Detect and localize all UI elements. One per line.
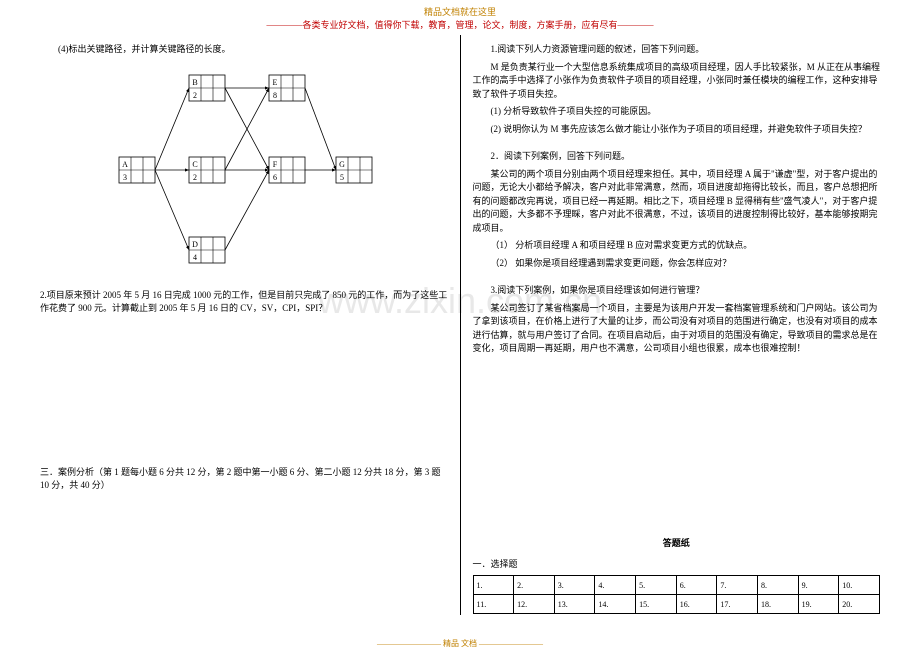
r-s1-q1: (1) 分析导致软件子项目失控的可能原因。: [473, 105, 881, 119]
answer-cell: 20.: [839, 595, 880, 614]
answer-title: 答题纸: [473, 536, 881, 549]
answer-cell: 12.: [514, 595, 555, 614]
page-header: 精品文档就在这里 ————各类专业好文档，值得你下载，教育，管理，论文，制度，方…: [0, 0, 920, 31]
svg-text:C: C: [192, 160, 197, 169]
svg-text:4: 4: [193, 253, 197, 262]
answer-cell: 13.: [554, 595, 595, 614]
answer-cell: 4.: [595, 576, 636, 595]
left-q4: (4)标出关键路径，并计算关键路径的长度。: [40, 43, 448, 57]
answer-cell: 15.: [636, 595, 677, 614]
right-column: 1.阅读下列人力资源管理问题的叙述，回答下列问题。 M 是负责某行业一个大型信息…: [461, 35, 893, 615]
answer-cell: 18.: [757, 595, 798, 614]
answer-cell: 10.: [839, 576, 880, 595]
left-q3: 三．案例分析（第 1 题每小题 6 分共 12 分，第 2 题中第一小题 6 分…: [40, 466, 448, 493]
r-s2-body: 某公司的两个项目分别由两个项目经理来担任。其中，项目经理 A 属于"谦虚"型，对…: [473, 168, 881, 236]
network-diagram: A 3 B 2 C 2 D 4 E 8 F 6 G 5: [114, 65, 374, 275]
svg-text:5: 5: [340, 173, 344, 182]
svg-text:6: 6: [273, 173, 277, 182]
r-s3-title: 3.阅读下列案例，如果你是项目经理该如何进行管理？: [473, 284, 881, 298]
answer-cell: 8.: [757, 576, 798, 595]
answer-cell: 16.: [676, 595, 717, 614]
answer-cell: 5.: [636, 576, 677, 595]
r-s3-body: 某公司签订了某省档案局一个项目，主要是为该用户开发一套档案管理系统和门户网站。该…: [473, 302, 881, 356]
svg-text:G: G: [339, 160, 345, 169]
answer-cell: 2.: [514, 576, 555, 595]
page-footer: ———————— 精品 文档 ————————: [0, 638, 920, 649]
r-s2-q1: （1） 分析项目经理 A 和项目经理 B 应对需求变更方式的优缺点。: [473, 239, 881, 253]
svg-text:F: F: [273, 160, 278, 169]
svg-text:A: A: [122, 160, 128, 169]
svg-text:D: D: [192, 240, 198, 249]
answer-section: 一．选择题: [473, 558, 881, 572]
answer-cell: 17.: [717, 595, 758, 614]
svg-text:8: 8: [273, 91, 277, 100]
svg-text:2: 2: [193, 173, 197, 182]
r-s2-title: 2．阅读下列案例，回答下列问题。: [473, 150, 881, 164]
content-columns: (4)标出关键路径，并计算关键路径的长度。 A 3 B 2 C 2 D 4 E 8 F 6 G 5 2.项…: [0, 31, 920, 615]
answer-cell: 1.: [473, 576, 514, 595]
left-q2: 2.项目原来预计 2005 年 5 月 16 日完成 1000 元的工作，但是目…: [40, 289, 448, 316]
r-s1-q2: (2) 说明你认为 M 事先应该怎么做才能让小张作为子项目的项目经理，并避免软件…: [473, 123, 881, 137]
svg-text:2: 2: [193, 91, 197, 100]
answer-cell: 3.: [554, 576, 595, 595]
answer-cell: 11.: [473, 595, 514, 614]
header-line2: ————各类专业好文档，值得你下载，教育，管理，论文，制度，方案手册，应有尽有—…: [0, 19, 920, 32]
r-s1-body: M 是负责某行业一个大型信息系统集成项目的高级项目经理，因人手比较紧张，M 从正…: [473, 61, 881, 102]
answer-cell: 19.: [798, 595, 839, 614]
answer-cell: 14.: [595, 595, 636, 614]
answer-cell: 7.: [717, 576, 758, 595]
svg-text:3: 3: [123, 173, 127, 182]
answer-cell: 6.: [676, 576, 717, 595]
svg-text:B: B: [192, 78, 197, 87]
r-s2-q2: （2） 如果你是项目经理遇到需求变更问题，你会怎样应对？: [473, 257, 881, 271]
svg-text:E: E: [272, 78, 277, 87]
answer-cell: 9.: [798, 576, 839, 595]
header-line1: 精品文档就在这里: [0, 6, 920, 19]
left-column: (4)标出关键路径，并计算关键路径的长度。 A 3 B 2 C 2 D 4 E 8 F 6 G 5 2.项…: [28, 35, 461, 615]
r-s1-title: 1.阅读下列人力资源管理问题的叙述，回答下列问题。: [473, 43, 881, 57]
answer-table: 1.2.3.4.5.6.7.8.9.10. 11.12.13.14.15.16.…: [473, 575, 881, 614]
